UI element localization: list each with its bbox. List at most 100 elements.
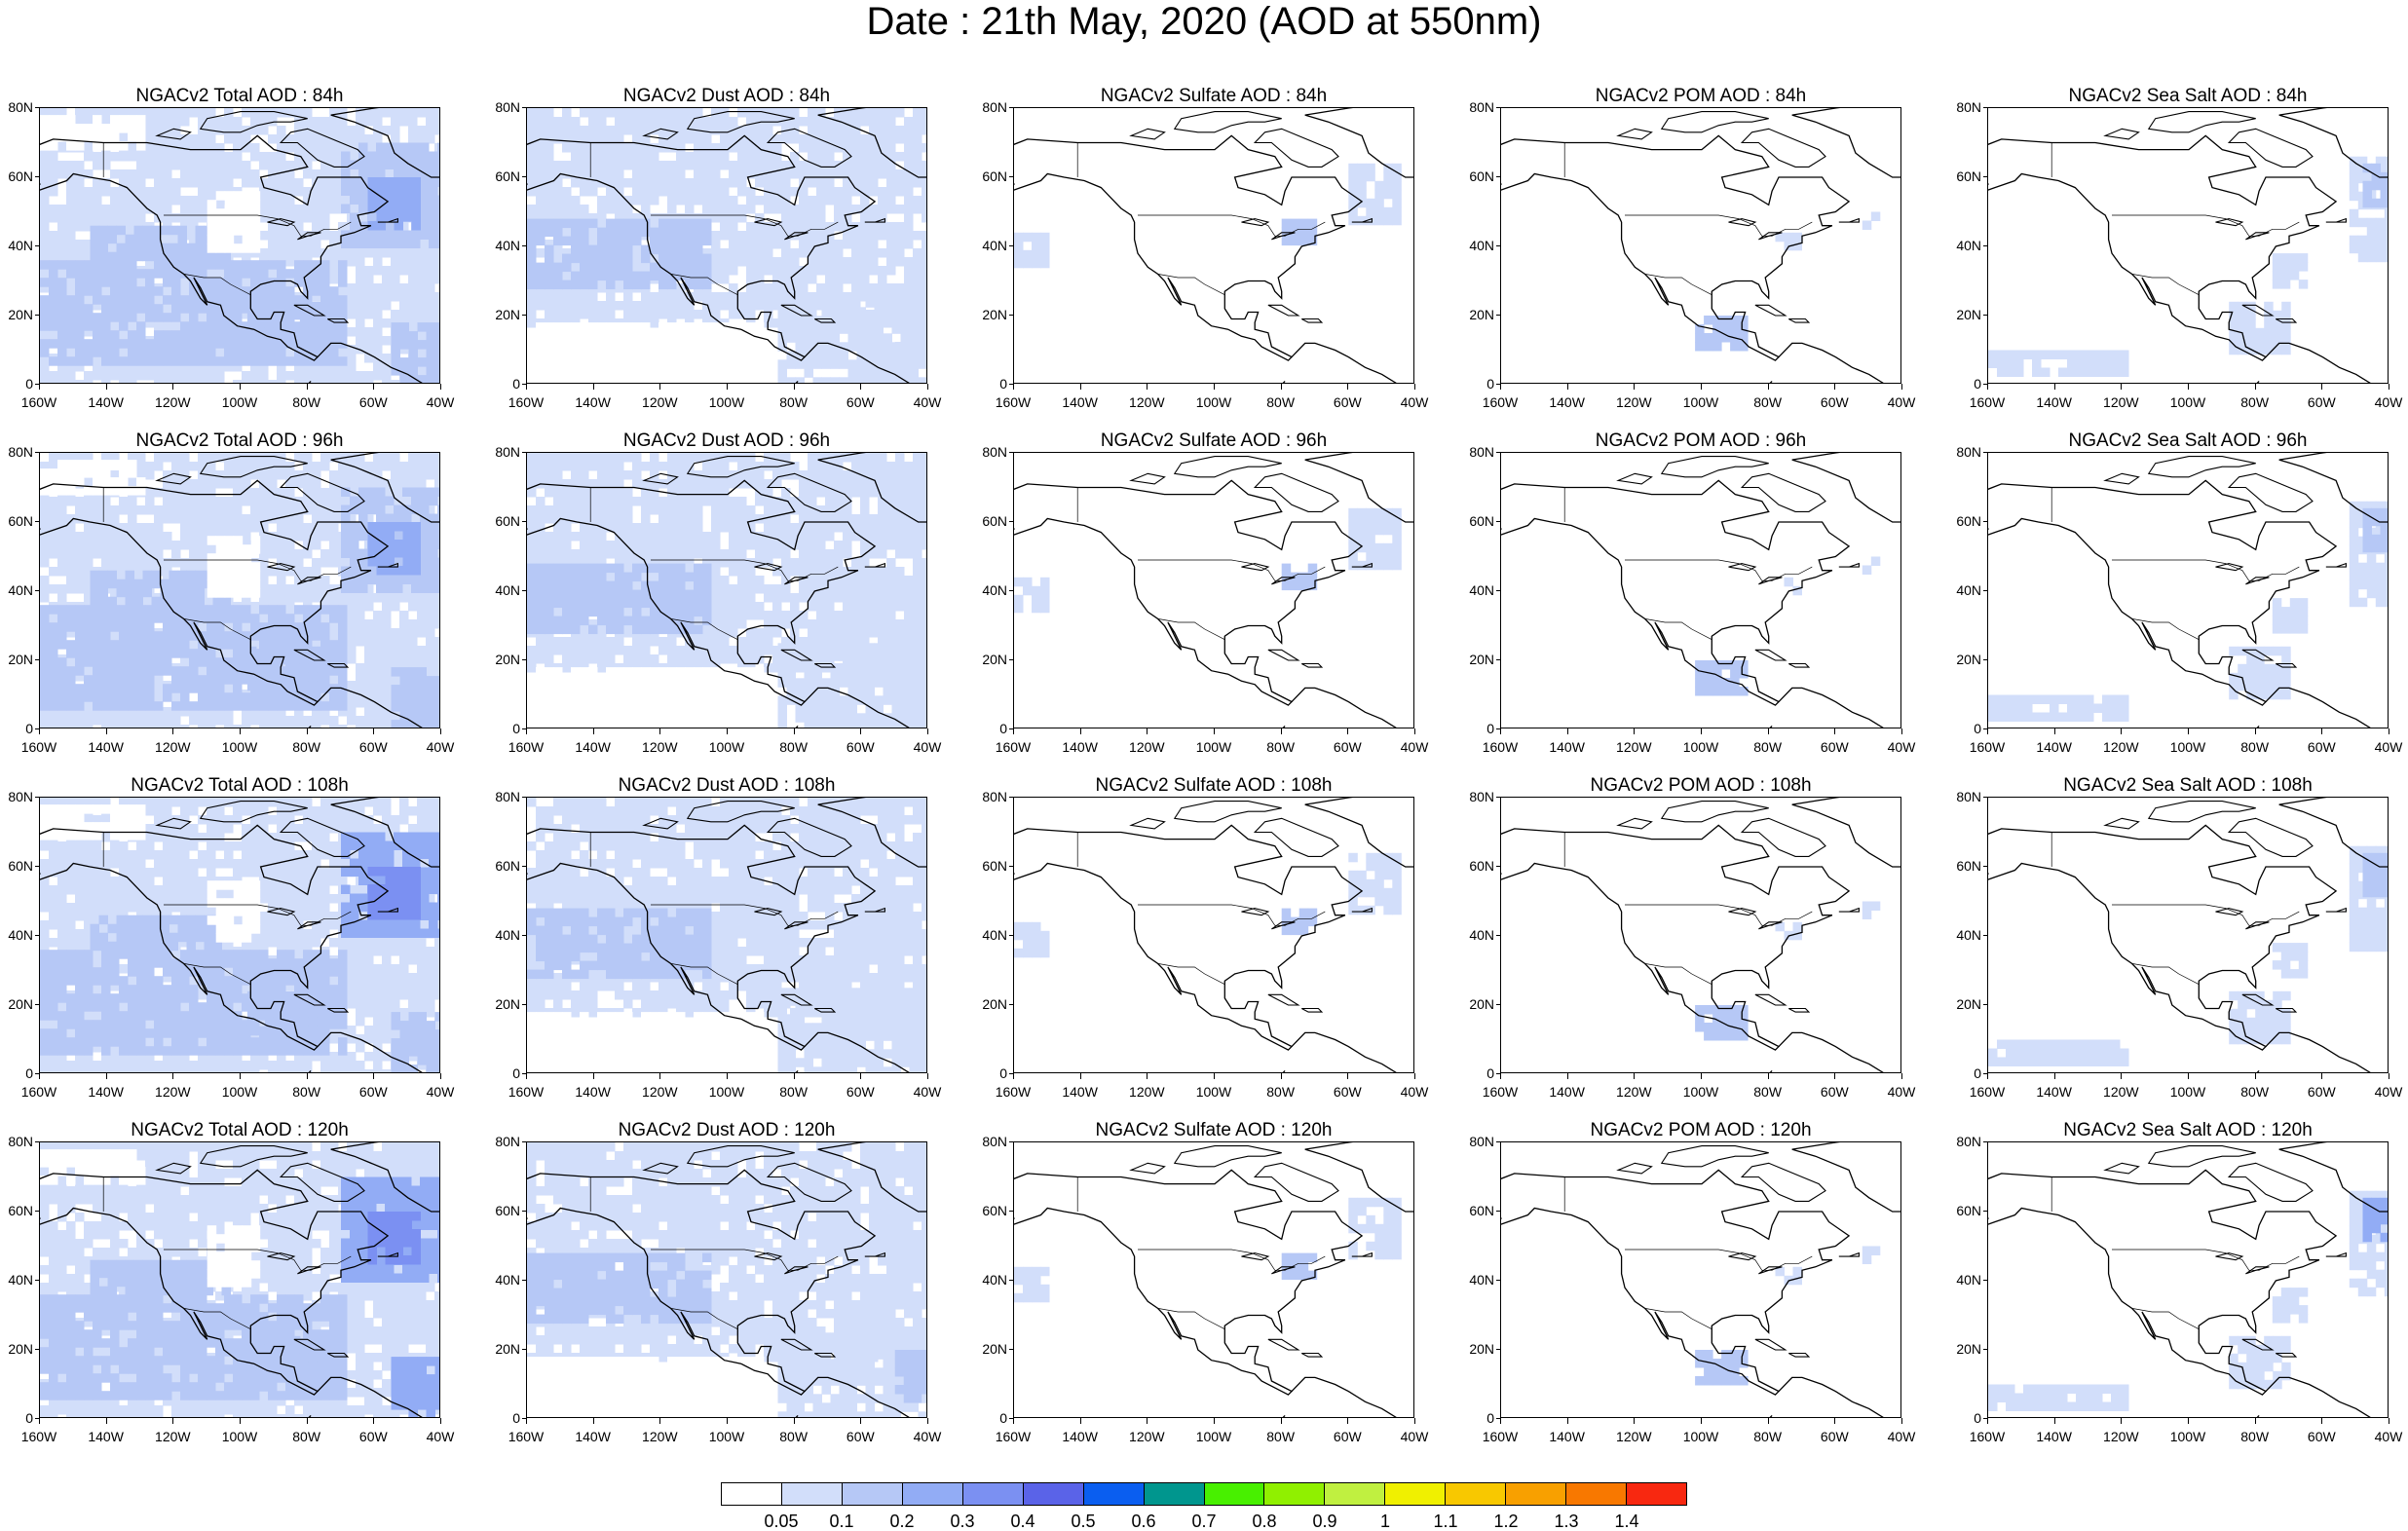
aod-cell [812, 324, 822, 334]
aod-cell [632, 357, 642, 367]
aod-cell [847, 359, 857, 369]
aod-cell [189, 213, 199, 223]
aod-cell [2384, 208, 2388, 219]
aod-cell [408, 248, 418, 258]
aod-cell [588, 310, 598, 319]
aod-cell [347, 453, 357, 463]
aod-cell [294, 505, 304, 515]
aod-cell [536, 196, 546, 205]
aod-cell [119, 205, 129, 214]
aod-cell [320, 205, 330, 214]
aod-cell [527, 318, 537, 328]
aod-cell [233, 304, 243, 314]
aod-cell [242, 321, 251, 331]
aod-cell [242, 217, 252, 227]
aod-cell [839, 298, 848, 308]
aod-cell [198, 330, 207, 340]
aod-cell [685, 152, 695, 162]
aod-cell [285, 479, 295, 489]
aod-cell [84, 497, 94, 506]
aod-cell [878, 266, 887, 276]
aod-cell [2093, 358, 2103, 368]
aod-cell [408, 126, 418, 135]
aod-cell [180, 321, 190, 331]
aod-cell [224, 462, 234, 471]
lon-tick-label: 120W [2103, 394, 2139, 410]
aod-cell [399, 292, 409, 302]
aod-cell [198, 169, 207, 179]
aod-cell [40, 321, 50, 331]
aod-cell [711, 375, 721, 383]
aod-cell [312, 134, 321, 144]
aod-cell [84, 152, 94, 162]
aod-cell [913, 117, 922, 127]
aod-cell [1392, 171, 1402, 182]
aod-cell [364, 646, 374, 655]
aod-cell [171, 278, 181, 287]
aod-cell [904, 292, 914, 302]
aod-cell [282, 310, 292, 320]
aod-cell [233, 269, 243, 279]
aod-cell [84, 593, 94, 603]
aod-cell [75, 549, 85, 559]
aod-cell [329, 558, 339, 568]
aod-cell [320, 126, 330, 135]
aod-cell [285, 345, 295, 355]
aod-cell [119, 371, 129, 381]
aod-cell [694, 161, 703, 170]
coastline-island [766, 128, 852, 168]
aod-cell [250, 235, 261, 244]
map-plot-area [39, 452, 440, 728]
aod-cell [856, 324, 866, 334]
aod-cell [180, 505, 190, 515]
lon-tick [1834, 384, 1836, 390]
aod-cell [869, 205, 879, 214]
aod-cell [874, 377, 884, 383]
aod-cell [391, 470, 400, 480]
aod-cell [865, 342, 875, 352]
aod-cell [347, 628, 357, 638]
aod-cell [417, 646, 427, 655]
aod-cell [49, 371, 58, 381]
aod-cell [242, 532, 251, 541]
aod-cell [720, 178, 730, 188]
aod-cell [57, 260, 67, 270]
aod-cell [434, 340, 439, 350]
aod-cell [429, 230, 438, 240]
aod-cell [207, 108, 216, 118]
lon-tick-label: 60W [2307, 394, 2336, 410]
aod-cell [142, 225, 152, 236]
aod-cell [101, 549, 111, 559]
aod-cell [856, 351, 866, 360]
aod-cell [136, 356, 146, 366]
aod-cell [1392, 206, 1402, 217]
aod-cell [694, 271, 703, 281]
aod-cell [650, 318, 659, 328]
aod-cell [312, 213, 321, 223]
aod-cell [571, 152, 581, 162]
aod-cell [294, 278, 304, 287]
aod-cell [580, 292, 589, 302]
lon-tick-label: 140W [2036, 394, 2072, 410]
aod-cell [163, 497, 172, 506]
aod-cell [259, 462, 269, 471]
aod-cell [84, 567, 94, 577]
aod-cell [145, 286, 155, 296]
aod-cell [597, 134, 607, 144]
aod-cell [329, 143, 339, 153]
aod-cell [562, 331, 572, 341]
aod-cell [781, 196, 791, 205]
aod-cell [169, 225, 178, 236]
aod-cell [57, 593, 67, 603]
aod-cell [57, 371, 67, 381]
aod-cell [553, 340, 563, 350]
aod-cell [606, 253, 616, 264]
aod-cell [847, 316, 857, 325]
aod-cell [308, 336, 319, 347]
aod-cell [84, 304, 94, 314]
aod-cell [641, 310, 651, 319]
aod-cell [886, 283, 896, 293]
aod-cell [367, 204, 377, 213]
aod-cell [606, 271, 616, 281]
aod-cell [312, 462, 321, 471]
